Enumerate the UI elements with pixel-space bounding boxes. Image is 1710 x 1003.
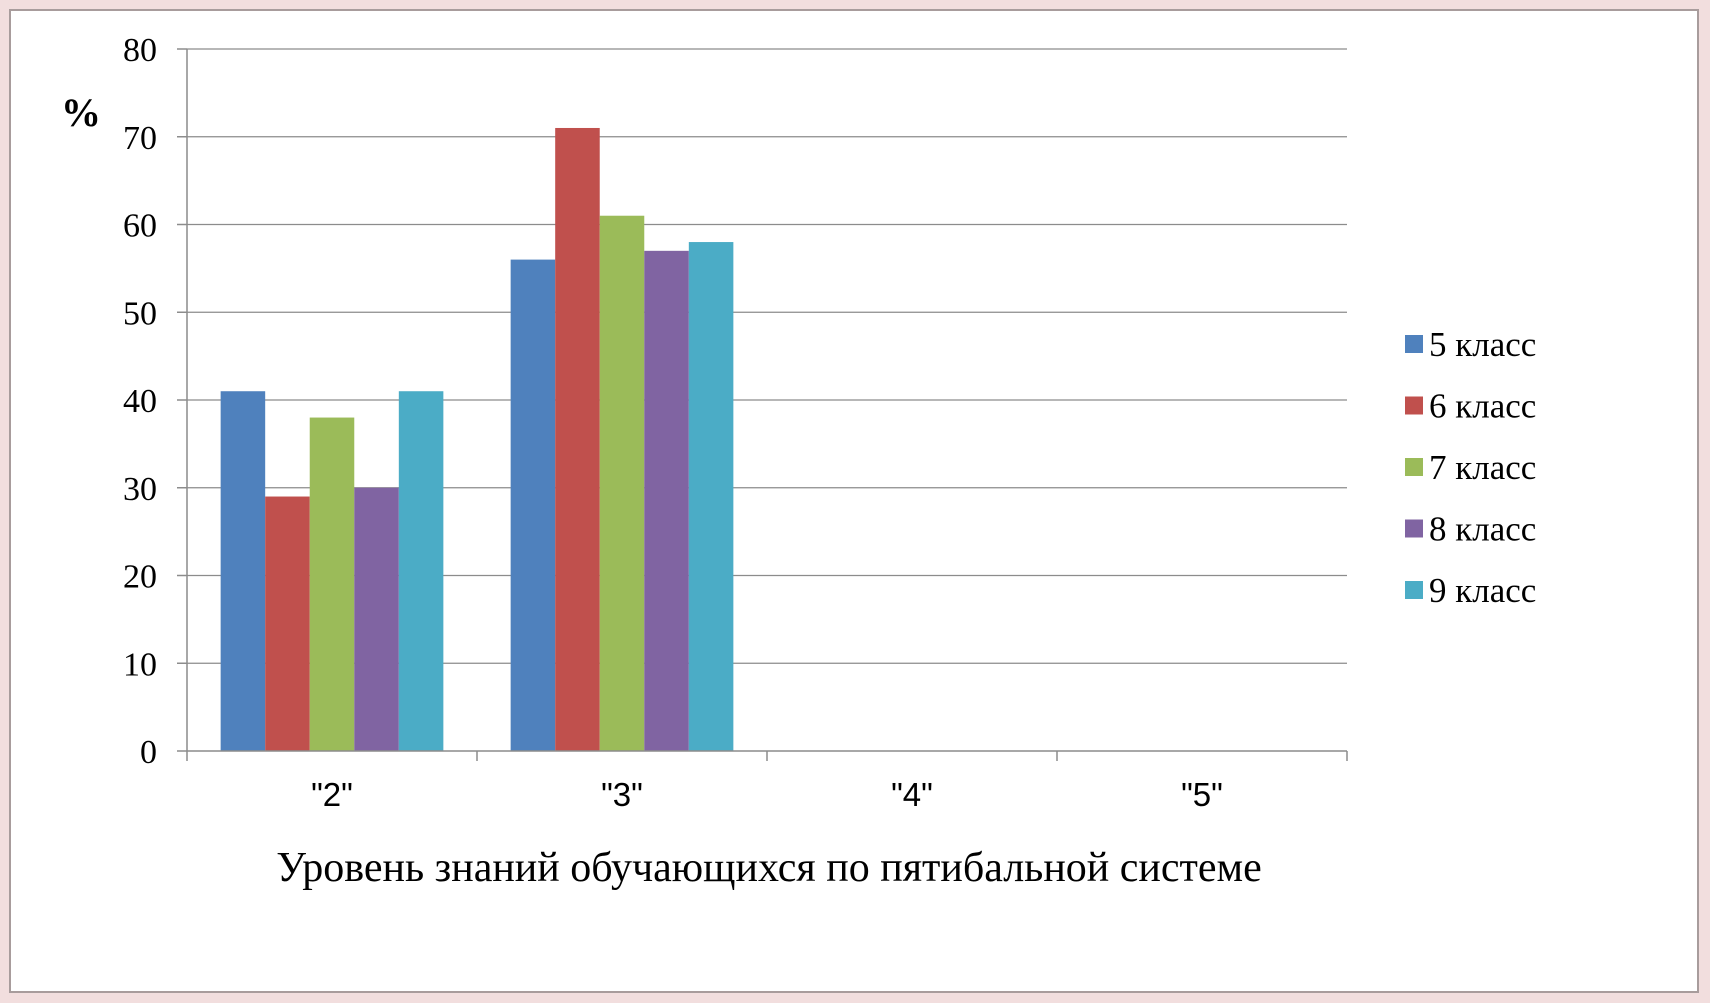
- bar: [510, 259, 556, 751]
- y-tick-label: 20: [123, 559, 157, 596]
- legend-swatch: [1405, 335, 1423, 353]
- legend-label: 7 класс: [1429, 448, 1536, 487]
- bars: [220, 127, 734, 752]
- legend-label: 6 класс: [1429, 387, 1536, 426]
- axes: [177, 48, 1348, 761]
- x-tick-label: "2": [311, 776, 353, 813]
- y-axis-title: %: [61, 90, 101, 135]
- legend-label: 5 класс: [1429, 325, 1536, 364]
- legend-label: 9 класс: [1429, 571, 1536, 610]
- legend-swatch: [1405, 581, 1423, 599]
- bar: [309, 417, 355, 751]
- y-tick-label: 30: [123, 471, 157, 508]
- y-tick-label: 70: [123, 120, 157, 157]
- y-tick-labels: 0 10 20 30 40 50 60 70 80: [123, 32, 157, 771]
- legend-swatch: [1405, 396, 1423, 415]
- y-tick-label: 50: [123, 295, 157, 332]
- x-tick-labels: "2" "3" "4" "5": [311, 776, 1223, 813]
- bar: [644, 250, 689, 751]
- x-tick-label: "3": [601, 776, 643, 813]
- x-tick-label: "4": [891, 776, 933, 813]
- bar: [688, 242, 734, 752]
- y-tick-label: 10: [123, 646, 157, 683]
- bar-chart: 0 10 20 30 40 50 60 70 80 "2" "3" "4" "5" % Уровень…: [61, 32, 1536, 891]
- y-tick-label: 40: [123, 383, 157, 420]
- legend-swatch: [1405, 458, 1423, 476]
- x-tick-label: "5": [1181, 776, 1223, 813]
- bar: [555, 127, 600, 752]
- bar: [599, 215, 645, 752]
- bar: [220, 391, 266, 751]
- y-tick-label: 0: [140, 734, 157, 771]
- y-tick-label: 60: [123, 208, 157, 245]
- legend-label: 8 класс: [1429, 510, 1536, 549]
- bar: [354, 487, 399, 751]
- bar: [398, 391, 444, 751]
- legend: 5 класс 6 класс 7 класс 8 класс 9 класс: [1405, 325, 1536, 610]
- y-tick-label: 80: [123, 32, 157, 69]
- legend-swatch: [1405, 519, 1423, 538]
- bar: [265, 496, 310, 751]
- chart-frame: 0 10 20 30 40 50 60 70 80 "2" "3" "4" "5" % Уровень…: [9, 9, 1699, 993]
- x-axis-title: Уровень знаний обучающихся по пятибально…: [276, 845, 1262, 891]
